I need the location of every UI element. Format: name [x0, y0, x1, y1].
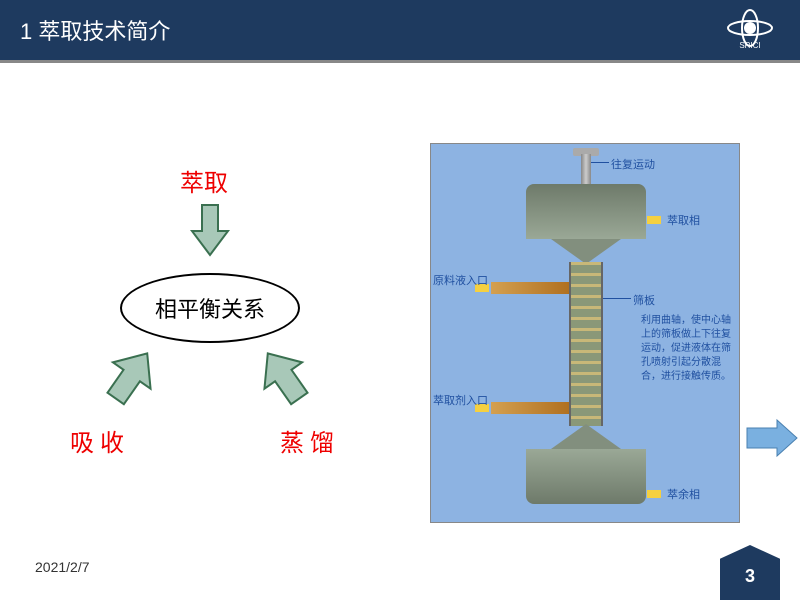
solvent-port	[491, 402, 569, 414]
label-extract-phase: 萃取相	[667, 212, 700, 228]
page-title: 1 萃取技术简介	[20, 14, 170, 46]
vessel-bottom-cone	[551, 424, 621, 449]
equipment-diagram: 往复运动 萃取相 原料液入口 筛板 利用曲轴，使中心轴上的筛板做上下往复运动，促…	[430, 143, 740, 523]
leader-shaft	[591, 162, 609, 163]
label-feed: 原料液入口	[433, 272, 488, 288]
header-bar: 1 萃取技术简介 SRICI	[0, 0, 800, 60]
label-shaft: 往复运动	[611, 156, 655, 172]
feed-port	[491, 282, 569, 294]
srici-logo: SRICI	[720, 6, 780, 55]
logo-text: SRICI	[739, 41, 760, 50]
label-extraction: 萃取	[180, 163, 228, 198]
shaft	[581, 154, 591, 184]
label-distillation: 蒸馏	[280, 423, 340, 458]
main-content: 萃取 相平衡关系 吸收 蒸馏	[0, 63, 800, 553]
center-ellipse: 相平衡关系	[120, 273, 300, 343]
label-raffinate: 萃余相	[667, 486, 700, 502]
arrow-top-down	[190, 203, 230, 263]
page-number-badge: 3	[720, 545, 780, 600]
marker-extract	[647, 216, 661, 224]
label-absorption: 吸收	[70, 423, 130, 458]
page-number: 3	[745, 566, 755, 587]
column-body	[569, 262, 603, 426]
next-arrow-icon[interactable]	[745, 418, 800, 458]
arrow-br-up	[250, 343, 320, 413]
label-solvent: 萃取剂入口	[433, 392, 488, 408]
marker-raffinate	[647, 490, 661, 498]
footer-date: 2021/2/7	[35, 559, 90, 575]
concept-diagram: 萃取 相平衡关系 吸收 蒸馏	[40, 123, 380, 483]
vessel-top-cone	[551, 239, 621, 264]
arrow-bl-up	[95, 343, 165, 413]
leader-sieve	[603, 298, 631, 299]
vessel-bottom	[526, 449, 646, 504]
label-sieve: 筛板	[633, 292, 655, 308]
equipment-description: 利用曲轴，使中心轴上的筛板做上下往复运动，促进液体在筛孔喷射引起分散混合，进行接…	[641, 314, 733, 384]
center-text: 相平衡关系	[155, 292, 265, 324]
vessel-top	[526, 184, 646, 239]
